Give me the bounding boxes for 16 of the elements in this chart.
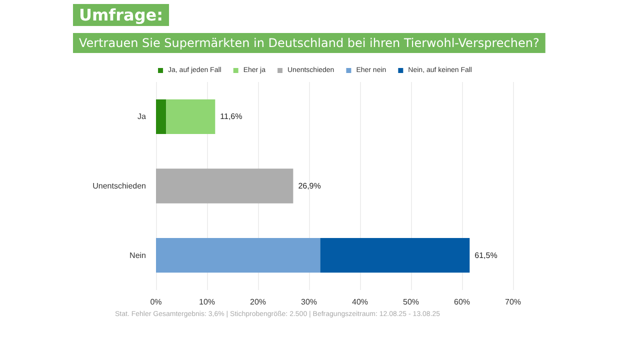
x-tick-label: 60% bbox=[454, 298, 470, 306]
x-tick-label: 30% bbox=[300, 298, 318, 306]
y-tick-label: Ja bbox=[138, 112, 147, 122]
x-tick-label: 50% bbox=[402, 298, 420, 306]
total-label: 26,9% bbox=[298, 182, 321, 190]
chart-subtitle: Vertrauen Sie Supermärkten in Deutschland bei ihren Tierwohl-Versprechen? bbox=[79, 36, 540, 50]
x-tick-label: 0% bbox=[150, 298, 162, 306]
total-label: 61,5% bbox=[474, 250, 498, 260]
x-tick-label: 70% bbox=[504, 298, 522, 306]
y-tick-label: Nein bbox=[130, 250, 146, 260]
chart-title: Umfrage: bbox=[79, 6, 164, 24]
x-tick-label: 20% bbox=[250, 298, 266, 306]
total-label: 11,6% bbox=[220, 112, 242, 122]
x-tick-label: 40% bbox=[352, 298, 368, 306]
y-tick-label: Unentschieden bbox=[92, 182, 146, 190]
x-tick-label: 10% bbox=[198, 298, 216, 306]
